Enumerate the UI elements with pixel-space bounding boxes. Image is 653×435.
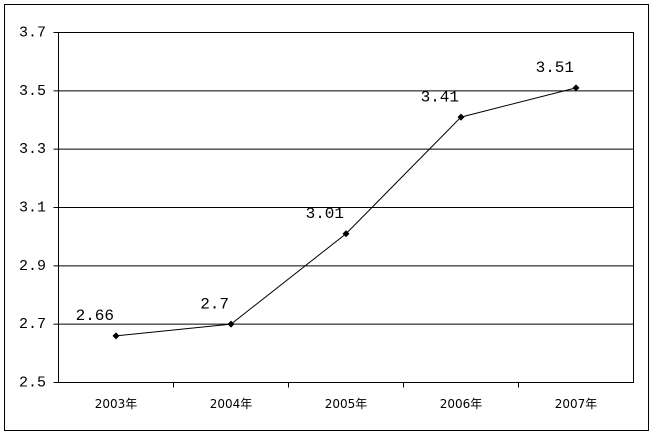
x-tick-label: 2005年 [325, 397, 368, 411]
data-label: 3.41 [421, 88, 459, 106]
y-tick-label: 3.5 [19, 83, 46, 100]
y-tick-label: 3.7 [19, 24, 46, 41]
data-label: 3.01 [306, 205, 344, 223]
data-label: 2.66 [76, 307, 114, 325]
y-tick-label: 2.5 [19, 374, 46, 391]
data-point [572, 84, 580, 92]
data-label: 2.7 [200, 295, 229, 313]
data-label: 3.51 [536, 59, 574, 77]
x-tick-label: 2003年 [95, 397, 138, 411]
data-point [227, 320, 235, 328]
x-tick-label: 2007年 [555, 397, 598, 411]
y-tick-label: 2.9 [19, 258, 46, 275]
data-point [342, 230, 350, 238]
x-tick-label: 2004年 [210, 397, 253, 411]
y-tick-label: 2.7 [19, 316, 46, 333]
data-point [112, 332, 120, 340]
data-point [457, 113, 465, 121]
y-tick-label: 3.1 [19, 199, 46, 216]
y-tick-label: 3.3 [19, 141, 46, 158]
x-tick-label: 2006年 [440, 397, 483, 411]
